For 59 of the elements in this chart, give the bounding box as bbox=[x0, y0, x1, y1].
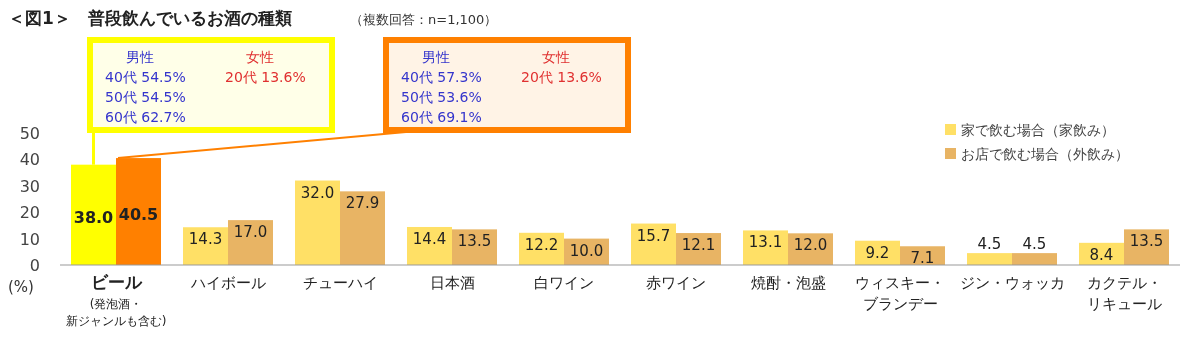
data-label: 14.3 bbox=[188, 230, 223, 249]
y-tick-label: 50 bbox=[19, 124, 40, 143]
y-tick-label: 10 bbox=[19, 229, 40, 249]
text: 50代 54.5% bbox=[105, 89, 186, 105]
data-label: 12.1 bbox=[681, 236, 716, 255]
data-label: 4.5 bbox=[1022, 235, 1047, 254]
bar bbox=[340, 191, 385, 265]
text: 40代 57.3% bbox=[401, 69, 482, 85]
text: 40代 54.5% bbox=[105, 69, 186, 85]
text: 女性 bbox=[542, 49, 570, 65]
data-label: 27.9 bbox=[345, 194, 380, 213]
data-label: 8.4 bbox=[1089, 245, 1114, 264]
data-label: 17.0 bbox=[233, 223, 268, 242]
x-tick-label: 日本酒 bbox=[429, 274, 475, 292]
bar bbox=[967, 253, 1012, 265]
data-label: 9.2 bbox=[865, 243, 890, 262]
data-label: 14.4 bbox=[412, 229, 447, 248]
x-tick-label: チューハイ bbox=[302, 274, 378, 292]
y-tick-label: 30 bbox=[19, 176, 40, 196]
data-label: 38.0 bbox=[73, 207, 114, 227]
annotation: 60代 69.1% bbox=[401, 109, 482, 125]
bar bbox=[228, 220, 273, 265]
chart-title: ＜図1＞ 普段飲んでいるお酒の種類 bbox=[8, 8, 292, 28]
data-label: 13.5 bbox=[1129, 232, 1164, 251]
text: 女性 bbox=[246, 49, 274, 65]
y-tick-label: 20 bbox=[19, 203, 40, 223]
data-label: 12.2 bbox=[524, 235, 559, 254]
data-label: 13.1 bbox=[748, 233, 783, 252]
data-label: 32.0 bbox=[300, 183, 335, 202]
x-tick-label: カクテル・リキュール bbox=[1086, 274, 1162, 313]
data-label: 15.7 bbox=[636, 226, 671, 245]
y-tick-label: 0 bbox=[29, 256, 40, 275]
x-tick-label: ハイボール bbox=[189, 274, 266, 292]
chart-subtitle: （複数回答：n=1,100） bbox=[350, 12, 498, 27]
bar bbox=[295, 180, 340, 265]
legend-label: 家で飲む場合（家飲み） bbox=[961, 122, 1115, 138]
x-tick-label: 白ワイン bbox=[534, 274, 594, 292]
x-tick-label: 焼酎・泡盛 bbox=[750, 274, 826, 292]
text: 20代 13.6% bbox=[521, 69, 602, 85]
bar bbox=[1012, 253, 1057, 265]
data-label: 13.5 bbox=[457, 232, 492, 251]
legend-label: お店で飲む場合（外飲み） bbox=[961, 146, 1129, 162]
bar bbox=[71, 164, 116, 265]
x-tick-label: ビール(発泡酒・新ジャンルも含む) bbox=[65, 272, 167, 328]
annotation: 60代 62.7% bbox=[105, 109, 186, 125]
data-label: 12.0 bbox=[793, 236, 828, 255]
x-tick-label: ウィスキー・ブランデー bbox=[855, 274, 945, 313]
text: 男性 bbox=[126, 49, 154, 65]
data-label: 10.0 bbox=[569, 241, 604, 260]
y-tick-label: 40 bbox=[19, 150, 40, 170]
data-label: 7.1 bbox=[910, 249, 935, 268]
x-tick-label: ジン・ウォッカ bbox=[959, 274, 1065, 292]
x-tick-label: 赤ワイン bbox=[646, 274, 706, 292]
text: 20代 13.6% bbox=[225, 69, 306, 85]
data-label: 4.5 bbox=[977, 235, 1002, 254]
text: 50代 53.6% bbox=[401, 89, 482, 105]
text: 男性 bbox=[422, 49, 450, 65]
data-label: 40.5 bbox=[118, 204, 159, 224]
y-axis-title: (%) bbox=[8, 278, 34, 296]
